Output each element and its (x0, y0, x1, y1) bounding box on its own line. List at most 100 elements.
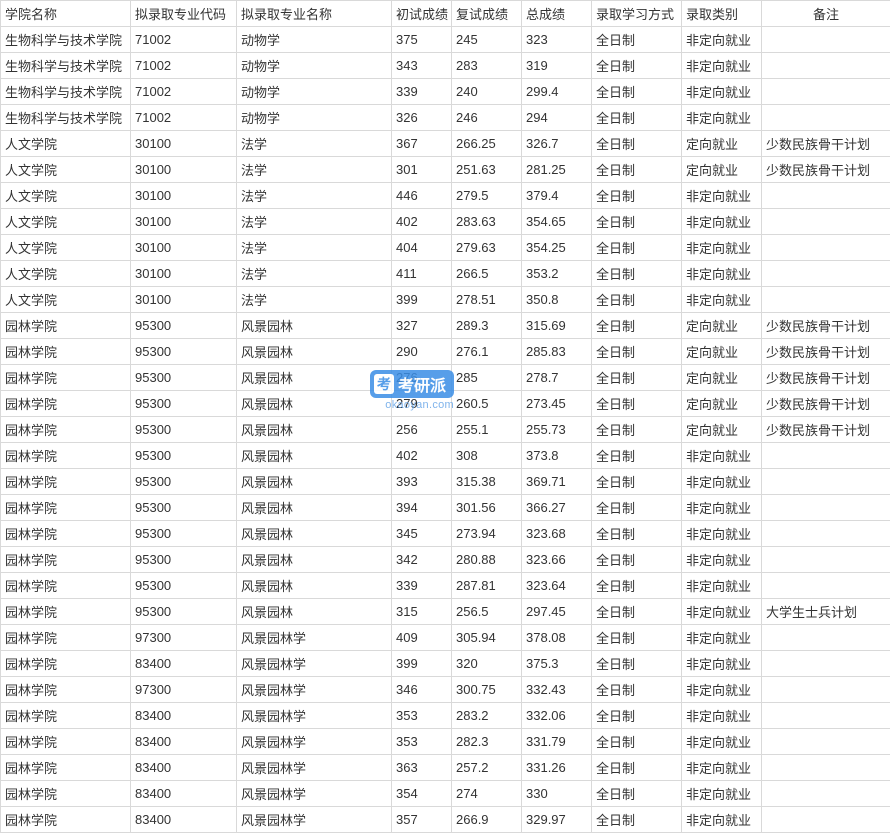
table-cell: 非定向就业 (682, 521, 762, 547)
table-cell: 法学 (237, 183, 392, 209)
table-cell (762, 625, 890, 651)
table-cell: 风景园林学 (237, 729, 392, 755)
table-cell: 园林学院 (1, 547, 131, 573)
table-cell: 非定向就业 (682, 547, 762, 573)
table-cell: 278.7 (522, 365, 592, 391)
table-cell: 276.1 (452, 339, 522, 365)
table-cell: 240 (452, 79, 522, 105)
table-cell: 279 (392, 391, 452, 417)
table-cell: 全日制 (592, 27, 682, 53)
table-cell: 354 (392, 781, 452, 807)
table-cell: 园林学院 (1, 781, 131, 807)
table-cell (762, 651, 890, 677)
table-cell: 71002 (131, 53, 237, 79)
table-cell: 全日制 (592, 547, 682, 573)
table-cell: 法学 (237, 261, 392, 287)
table-row: 园林学院95300风景园林290276.1285.83全日制定向就业少数民族骨干… (1, 339, 890, 365)
table-cell: 生物科学与技术学院 (1, 105, 131, 131)
table-cell: 409 (392, 625, 452, 651)
table-cell: 404 (392, 235, 452, 261)
table-cell: 非定向就业 (682, 651, 762, 677)
table-cell (762, 781, 890, 807)
table-cell: 定向就业 (682, 157, 762, 183)
table-cell: 83400 (131, 651, 237, 677)
column-header: 拟录取专业代码 (131, 1, 237, 27)
table-cell: 非定向就业 (682, 235, 762, 261)
table-cell: 非定向就业 (682, 443, 762, 469)
table-cell: 法学 (237, 235, 392, 261)
table-cell: 290 (392, 339, 452, 365)
column-header: 备注 (762, 1, 890, 27)
table-cell: 非定向就业 (682, 469, 762, 495)
table-cell: 定向就业 (682, 391, 762, 417)
table-cell: 人文学院 (1, 157, 131, 183)
table-cell: 全日制 (592, 287, 682, 313)
table-cell: 95300 (131, 495, 237, 521)
table-cell: 园林学院 (1, 469, 131, 495)
table-cell: 273.45 (522, 391, 592, 417)
table-cell: 非定向就业 (682, 495, 762, 521)
column-header: 初试成绩 (392, 1, 452, 27)
table-cell: 353 (392, 729, 452, 755)
table-cell: 332.43 (522, 677, 592, 703)
table-cell: 95300 (131, 365, 237, 391)
table-cell: 风景园林 (237, 443, 392, 469)
table-row: 生物科学与技术学院71002动物学343283319全日制非定向就业 (1, 53, 890, 79)
table-cell: 少数民族骨干计划 (762, 157, 890, 183)
table-cell: 326.7 (522, 131, 592, 157)
table-cell: 园林学院 (1, 677, 131, 703)
table-cell: 353 (392, 703, 452, 729)
table-cell: 30100 (131, 183, 237, 209)
table-cell: 323.64 (522, 573, 592, 599)
table-cell: 83400 (131, 703, 237, 729)
table-cell: 全日制 (592, 261, 682, 287)
admissions-table: 学院名称拟录取专业代码拟录取专业名称初试成绩复试成绩总成绩录取学习方式录取类别备… (0, 0, 890, 833)
table-row: 生物科学与技术学院71002动物学375245323全日制非定向就业 (1, 27, 890, 53)
table-cell: 风景园林学 (237, 677, 392, 703)
table-cell: 全日制 (592, 625, 682, 651)
table-cell: 园林学院 (1, 313, 131, 339)
table-cell: 全日制 (592, 313, 682, 339)
table-cell: 风景园林 (237, 391, 392, 417)
table-cell (762, 729, 890, 755)
table-cell: 95300 (131, 521, 237, 547)
table-cell: 非定向就业 (682, 703, 762, 729)
table-cell: 人文学院 (1, 261, 131, 287)
table-cell: 353.2 (522, 261, 592, 287)
table-cell: 全日制 (592, 677, 682, 703)
table-cell: 327 (392, 313, 452, 339)
table-cell: 315.69 (522, 313, 592, 339)
table-row: 园林学院83400风景园林学353283.2332.06全日制非定向就业 (1, 703, 890, 729)
table-cell: 风景园林 (237, 339, 392, 365)
table-cell: 71002 (131, 27, 237, 53)
table-cell: 非定向就业 (682, 625, 762, 651)
table-cell: 280.88 (452, 547, 522, 573)
table-cell: 256.5 (452, 599, 522, 625)
table-cell: 30100 (131, 209, 237, 235)
table-cell: 全日制 (592, 651, 682, 677)
table-cell: 95300 (131, 391, 237, 417)
table-row: 人文学院30100法学301251.63281.25全日制定向就业少数民族骨干计… (1, 157, 890, 183)
table-cell: 375.3 (522, 651, 592, 677)
table-cell: 全日制 (592, 599, 682, 625)
table-cell: 283.2 (452, 703, 522, 729)
table-cell: 人文学院 (1, 131, 131, 157)
table-cell (762, 495, 890, 521)
table-cell: 人文学院 (1, 209, 131, 235)
table-cell: 园林学院 (1, 365, 131, 391)
column-header: 拟录取专业名称 (237, 1, 392, 27)
table-cell: 风景园林学 (237, 781, 392, 807)
table-cell: 少数民族骨干计划 (762, 339, 890, 365)
table-cell: 375 (392, 27, 452, 53)
table-row: 园林学院95300风景园林339287.81323.64全日制非定向就业 (1, 573, 890, 599)
table-cell: 风景园林 (237, 417, 392, 443)
table-cell: 342 (392, 547, 452, 573)
table-cell: 人文学院 (1, 183, 131, 209)
table-cell: 97300 (131, 625, 237, 651)
table-cell: 全日制 (592, 105, 682, 131)
table-cell: 非定向就业 (682, 677, 762, 703)
table-row: 园林学院95300风景园林394301.56366.27全日制非定向就业 (1, 495, 890, 521)
table-cell: 276 (392, 365, 452, 391)
column-header: 录取学习方式 (592, 1, 682, 27)
table-cell: 全日制 (592, 495, 682, 521)
